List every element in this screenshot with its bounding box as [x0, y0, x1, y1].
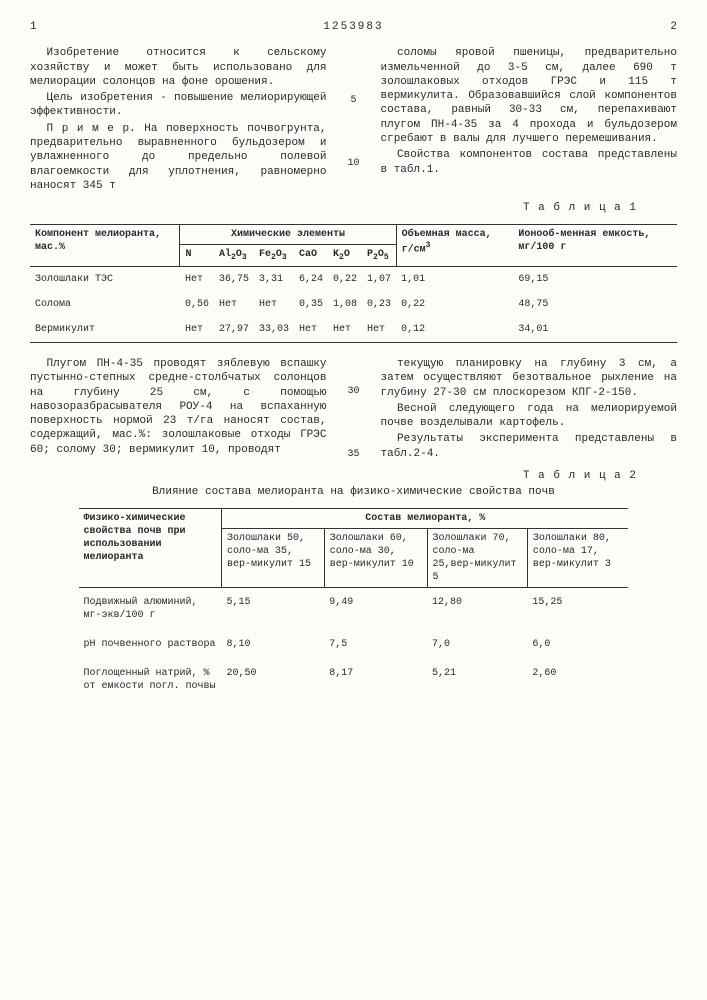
cell: 15,25 — [527, 587, 628, 630]
cell: 1,07 — [362, 266, 396, 292]
table1-label: Т а б л и ц а 1 — [30, 201, 637, 215]
mid-columns: Плугом ПН-4-35 проводят зяблевую вспашку… — [30, 357, 677, 463]
line-marks: 5 10 — [347, 46, 361, 195]
cell: Подвижный алюминий, мг-экв/100 г — [79, 587, 222, 630]
th-mix2: Золошлаки 60, соло-ма 30, вер-микулит 10 — [324, 528, 427, 587]
th-ion: Ионооб-менная емкость, мг/100 г — [513, 224, 677, 266]
para: П р и м е р. На поверхность почвогрунта,… — [30, 122, 327, 193]
para: Плугом ПН-4-35 проводят зяблевую вспашку… — [30, 357, 327, 457]
line-mark: 35 — [347, 448, 361, 461]
cell: 12,80 — [427, 587, 527, 630]
cell: Нет — [214, 292, 254, 317]
th-chem: Химические элементы — [180, 224, 396, 244]
cell: 1,01 — [396, 266, 513, 292]
cell: Нет — [180, 266, 214, 292]
table-row: Золошлаки ТЭСНет36,753,316,240,221,071,0… — [30, 266, 677, 292]
th-mass: Объемная масса, г/см3 — [396, 224, 513, 266]
th-Fe: Fe2O3 — [254, 244, 294, 266]
cell: 20,50 — [222, 659, 325, 701]
para: Результаты эксперимента представлены в т… — [381, 432, 678, 461]
intro-col-right: соломы яровой пшеницы, предварительно из… — [381, 46, 678, 195]
cell: Золошлаки ТЭС — [30, 266, 180, 292]
th-K: K2O — [328, 244, 362, 266]
line-mark: 10 — [347, 157, 361, 170]
cell: 6,0 — [527, 630, 628, 659]
cell: Нет — [328, 317, 362, 342]
cell: 5,15 — [222, 587, 325, 630]
cell: 7,5 — [324, 630, 427, 659]
cell: 6,24 — [294, 266, 328, 292]
cell: 8,17 — [324, 659, 427, 701]
cell: 36,75 — [214, 266, 254, 292]
cell: 0,22 — [328, 266, 362, 292]
th-mix1: Золошлаки 50, соло-ма 35, вер-микулит 15 — [222, 528, 325, 587]
table2-caption: Влияние состава мелиоранта на физико-хим… — [30, 485, 677, 499]
cell: 2,60 — [527, 659, 628, 701]
line-marks: 30 35 — [347, 357, 361, 463]
cell: 3,31 — [254, 266, 294, 292]
cell: Нет — [180, 317, 214, 342]
th-comp: Состав мелиоранта, % — [222, 508, 629, 528]
th-Al: Al2O3 — [214, 244, 254, 266]
cell: pH почвенного раствора — [79, 630, 222, 659]
para: Весной следующего года на мелиорируемой … — [381, 402, 678, 431]
th-N: N — [180, 244, 214, 266]
line-mark: 5 — [347, 94, 361, 107]
th-Ca: CaO — [294, 244, 328, 266]
th-mix4: Золошлаки 80, соло-ма 17, вер-микулит 3 — [527, 528, 628, 587]
para: Цель изобретения - повышение мелиорирующ… — [30, 91, 327, 120]
th-component: Компонент мелиоранта, мас.% — [30, 224, 180, 266]
cell: Поглощенный натрий, % от емкости погл. п… — [79, 659, 222, 701]
mid-col-left: Плугом ПН-4-35 проводят зяблевую вспашку… — [30, 357, 327, 463]
cell: 0,12 — [396, 317, 513, 342]
mid-col-right: текущую планировку на глубину 3 см, а за… — [381, 357, 678, 463]
cell: Нет — [362, 317, 396, 342]
cell: 0,35 — [294, 292, 328, 317]
para: Свойства компонентов состава представлен… — [381, 148, 678, 177]
table2: Физико-химические свойства почв при испо… — [79, 508, 629, 701]
intro-col-left: Изобретение относится к сельскому хозяйс… — [30, 46, 327, 195]
table-row: Солома0,56НетНет0,351,080,230,2248,75 — [30, 292, 677, 317]
cell: 69,15 — [513, 266, 677, 292]
cell: 0,23 — [362, 292, 396, 317]
cell: 33,03 — [254, 317, 294, 342]
intro-columns: Изобретение относится к сельскому хозяйс… — [30, 46, 677, 195]
cell: 27,97 — [214, 317, 254, 342]
page-header: 1 1253983 2 — [30, 20, 677, 42]
cell: 0,22 — [396, 292, 513, 317]
cell: 8,10 — [222, 630, 325, 659]
cell: 0,56 — [180, 292, 214, 317]
page-num-left: 1 — [30, 20, 37, 42]
cell: Вермикулит — [30, 317, 180, 342]
th-mix3: Золошлаки 70, соло-ма 25,вер-микулит 5 — [427, 528, 527, 587]
cell: 5,21 — [427, 659, 527, 701]
cell: 7,0 — [427, 630, 527, 659]
para: соломы яровой пшеницы, предварительно из… — [381, 46, 678, 146]
cell: 9,49 — [324, 587, 427, 630]
table-row: pH почвенного раствора8,107,57,06,0 — [79, 630, 629, 659]
table2-label: Т а б л и ц а 2 — [30, 469, 637, 483]
th-P: P2O5 — [362, 244, 396, 266]
table-row: Поглощенный натрий, % от емкости погл. п… — [79, 659, 629, 701]
cell: Нет — [294, 317, 328, 342]
th-prop: Физико-химические свойства почв при испо… — [79, 508, 222, 587]
page-num-right: 2 — [670, 20, 677, 42]
table-row: ВермикулитНет27,9733,03НетНетНет0,1234,0… — [30, 317, 677, 342]
cell: 34,01 — [513, 317, 677, 342]
cell: Солома — [30, 292, 180, 317]
cell: 48,75 — [513, 292, 677, 317]
cell: Нет — [254, 292, 294, 317]
para: текущую планировку на глубину 3 см, а за… — [381, 357, 678, 400]
para: Изобретение относится к сельскому хозяйс… — [30, 46, 327, 89]
table-row: Подвижный алюминий, мг-экв/100 г5,159,49… — [79, 587, 629, 630]
cell: 1,08 — [328, 292, 362, 317]
table1: Компонент мелиоранта, мас.% Химические э… — [30, 224, 677, 343]
line-mark: 30 — [347, 385, 361, 398]
doc-number: 1253983 — [323, 20, 383, 34]
